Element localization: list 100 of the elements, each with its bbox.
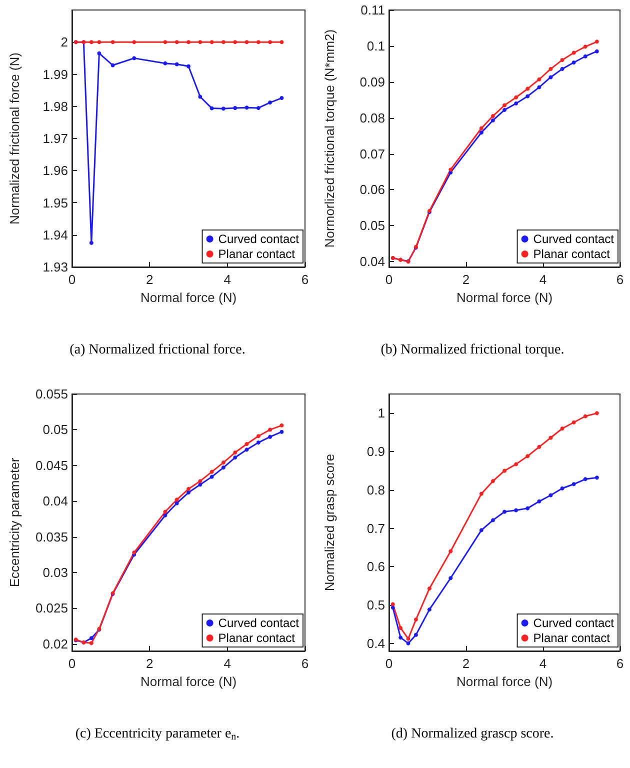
point — [583, 477, 588, 482]
point — [406, 641, 410, 646]
point — [490, 518, 495, 522]
point — [479, 126, 484, 130]
point — [583, 54, 588, 58]
point — [174, 62, 179, 66]
point — [526, 506, 530, 510]
y-tick-label: 1 — [378, 406, 385, 421]
point — [280, 40, 284, 44]
point — [233, 106, 238, 110]
point — [268, 100, 272, 105]
point — [89, 641, 94, 646]
point — [502, 108, 506, 112]
point — [256, 106, 260, 110]
point — [163, 513, 168, 518]
y-tick-label: 0.05 — [360, 218, 385, 234]
point — [448, 168, 453, 172]
point — [406, 636, 410, 641]
y-tick-label: 1.93 — [42, 260, 68, 274]
x-tick-label: 0 — [385, 272, 393, 287]
y-tick-label: 2 — [60, 34, 68, 50]
point — [583, 44, 588, 49]
y-tick-label: 1.98 — [42, 98, 68, 114]
point — [280, 96, 284, 100]
point — [221, 466, 226, 470]
x-tick-label: 0 — [68, 272, 76, 287]
point — [448, 549, 453, 554]
legend-label: Planar contact — [218, 247, 296, 261]
point — [594, 476, 599, 480]
point — [572, 60, 576, 64]
point — [97, 40, 102, 44]
y-tick-label: 0.055 — [35, 386, 68, 402]
point — [427, 586, 432, 590]
text: (a) Normalized frictional force. — [70, 342, 246, 358]
point — [548, 436, 553, 440]
text: (b) Normalized frictional torque. — [380, 342, 564, 358]
point — [186, 64, 190, 68]
point — [479, 130, 484, 135]
x-axis-title: Normal force (N) — [456, 674, 553, 689]
x-axis-title: Normal force (N) — [456, 290, 553, 305]
point — [97, 51, 102, 56]
point — [256, 434, 260, 438]
x-tick-label: 6 — [616, 272, 624, 287]
point — [390, 606, 395, 610]
point — [163, 40, 168, 44]
y-tick-label: 0.7 — [366, 520, 385, 536]
point — [398, 636, 403, 640]
x-tick-label: 6 — [301, 656, 309, 671]
point — [572, 420, 576, 424]
point — [186, 490, 190, 495]
point — [398, 626, 403, 630]
y-tick-label: 0.045 — [35, 458, 68, 473]
point — [280, 430, 284, 434]
x-axis-title: Normal force (N) — [140, 674, 237, 689]
point — [479, 492, 484, 496]
point — [256, 440, 260, 445]
legend-label: Curved contact — [218, 616, 300, 630]
point — [490, 479, 495, 484]
y-tick-label: 1.95 — [42, 195, 68, 210]
point — [537, 444, 542, 449]
legend-label: Curved contact — [533, 232, 615, 246]
point — [233, 456, 238, 460]
point — [244, 442, 249, 446]
point — [427, 608, 432, 612]
point — [526, 454, 530, 458]
y-tick-label: 0.06 — [360, 182, 385, 198]
point — [572, 482, 576, 486]
legend-label: Planar contact — [533, 247, 611, 261]
y-tick-label: 0.11 — [360, 2, 385, 18]
legend-label: Planar contact — [533, 631, 611, 645]
y-tick-label: 1.96 — [42, 163, 68, 178]
point — [174, 498, 179, 502]
point — [174, 40, 179, 44]
point — [548, 75, 553, 80]
point — [89, 240, 94, 245]
y-tick-label: 0.04 — [42, 494, 68, 509]
point — [502, 103, 506, 108]
point — [280, 423, 284, 428]
legend-label: Curved contact — [218, 232, 300, 246]
point — [268, 428, 272, 432]
point — [390, 602, 395, 606]
x-tick-label: 2 — [462, 656, 470, 671]
point — [163, 61, 168, 66]
point — [210, 470, 214, 474]
point — [448, 576, 453, 580]
point — [548, 493, 553, 498]
x-tick-label: 0 — [385, 656, 393, 671]
y-tick-label: 0.5 — [366, 597, 385, 612]
y-tick-label: 0.04 — [360, 254, 385, 270]
text: (d) Normalized grascp score. — [391, 726, 554, 742]
y-axis-title: Normalized grasp score — [322, 454, 337, 592]
y-tick-label: 0.07 — [360, 146, 385, 162]
y-tick-label: 0.6 — [366, 559, 385, 574]
point — [110, 63, 115, 68]
point — [89, 40, 94, 44]
point — [210, 474, 214, 479]
point — [594, 49, 599, 54]
point — [479, 528, 484, 532]
point — [514, 462, 518, 466]
point — [221, 40, 226, 44]
